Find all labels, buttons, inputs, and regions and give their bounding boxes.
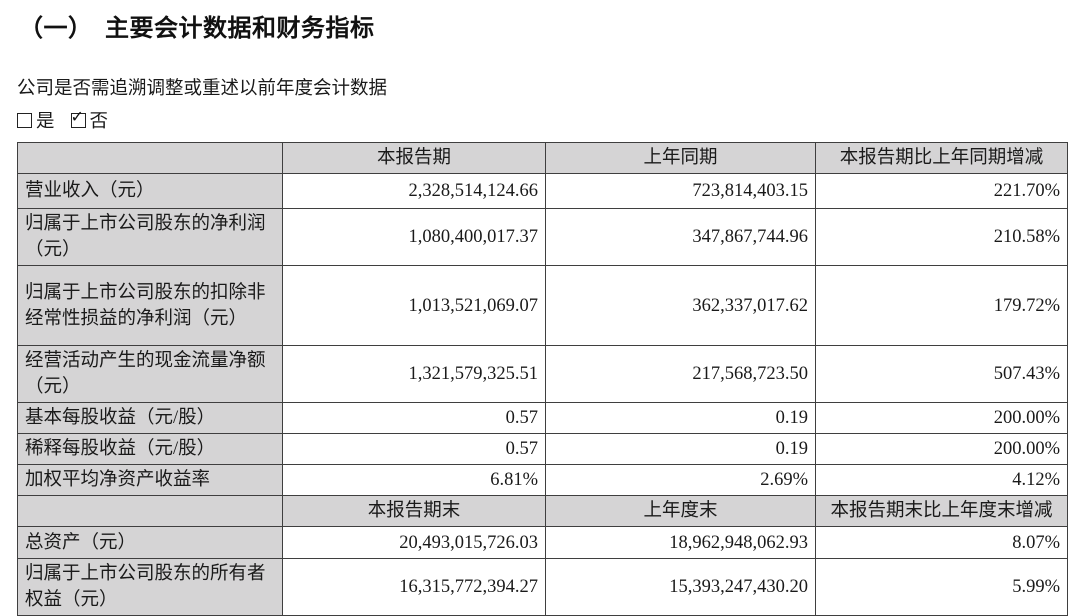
financial-indicators-table: 本报告期 上年同期 本报告期比上年同期增减 营业收入（元） 2,328,514,… <box>17 142 1068 616</box>
cell-change: 200.00% <box>815 402 1068 434</box>
cell-current: 0.57 <box>282 402 546 434</box>
header-period-change: 本报告期比上年同期增减 <box>815 142 1068 174</box>
cell-change: 221.70% <box>815 173 1068 209</box>
table-row-weighted-avg-roe: 加权平均净资产收益率 6.81% 2.69% 4.12% <box>17 464 1068 496</box>
cell-current: 1,013,521,069.07 <box>282 265 546 346</box>
restate-question: 公司是否需追溯调整或重述以前年度会计数据 <box>17 79 388 99</box>
cell-change: 4.12% <box>815 464 1068 496</box>
cell-current: 1,080,400,017.37 <box>282 208 546 266</box>
period-header-row: 本报告期 上年同期 本报告期比上年同期增减 <box>17 142 1068 174</box>
table-row-basic-eps: 基本每股收益（元/股） 0.57 0.19 200.00% <box>17 402 1068 434</box>
header-prior-year-end: 上年度末 <box>545 495 816 527</box>
table-row-operating-cash-flow: 经营活动产生的现金流量净额（元） 1,321,579,325.51 217,56… <box>17 345 1068 403</box>
cell-prior: 18,962,948,062.93 <box>545 526 816 559</box>
check-icon: ✓ <box>70 106 84 126</box>
header-prior-period: 上年同期 <box>545 142 816 174</box>
section-title: （一） 主要会计数据和财务指标 <box>19 16 375 42</box>
option-yes-label: 是 <box>36 112 55 132</box>
cell-current: 20,493,015,726.03 <box>282 526 546 559</box>
option-no-label: 否 <box>89 112 109 132</box>
header-current-period-end: 本报告期末 <box>282 495 546 527</box>
cell-change: 210.58% <box>815 208 1068 266</box>
row-label: 加权平均净资产收益率 <box>17 464 283 496</box>
cell-prior: 2.69% <box>545 464 816 496</box>
cell-change: 179.72% <box>815 265 1068 346</box>
checkbox-unchecked-icon[interactable] <box>17 112 32 128</box>
cell-current: 16,315,772,394.27 <box>282 558 546 616</box>
cell-current: 2,328,514,124.66 <box>282 173 546 209</box>
cell-current: 0.57 <box>282 433 546 465</box>
cell-current: 1,321,579,325.51 <box>282 345 546 403</box>
cell-change: 5.99% <box>815 558 1068 616</box>
cell-current: 6.81% <box>282 464 546 496</box>
cell-prior: 0.19 <box>545 402 816 434</box>
table-row-diluted-eps: 稀释每股收益（元/股） 0.57 0.19 200.00% <box>17 433 1068 465</box>
table-row-net-profit: 归属于上市公司股东的净利润（元） 1,080,400,017.37 347,86… <box>17 208 1068 266</box>
table-row-shareholders-equity: 归属于上市公司股东的所有者权益（元） 16,315,772,394.27 15,… <box>17 558 1068 616</box>
endperiod-header-row: 本报告期末 上年度末 本报告期末比上年度末增减 <box>17 495 1068 527</box>
cell-change: 507.43% <box>815 345 1068 403</box>
row-label: 营业收入（元） <box>17 173 283 209</box>
restate-options: 是 ✓ 否 <box>17 107 1065 133</box>
row-label: 稀释每股收益（元/股） <box>17 433 283 465</box>
row-label: 总资产（元） <box>17 526 283 559</box>
cell-prior: 723,814,403.15 <box>545 173 816 209</box>
option-no[interactable]: ✓ 否 <box>70 107 109 133</box>
row-label: 归属于上市公司股东的扣除非经常性损益的净利润（元） <box>17 265 283 346</box>
option-yes[interactable]: 是 <box>17 107 55 133</box>
header-empty-cell <box>17 142 283 174</box>
row-label: 经营活动产生的现金流量净额（元） <box>17 345 283 403</box>
cell-change: 8.07% <box>815 526 1068 559</box>
cell-prior: 362,337,017.62 <box>545 265 816 346</box>
row-label: 基本每股收益（元/股） <box>17 402 283 434</box>
header-empty-cell <box>17 495 283 527</box>
row-label: 归属于上市公司股东的所有者权益（元） <box>17 558 283 616</box>
table-row-revenue: 营业收入（元） 2,328,514,124.66 723,814,403.15 … <box>17 173 1068 209</box>
cell-prior: 347,867,744.96 <box>545 208 816 266</box>
cell-change: 200.00% <box>815 433 1068 465</box>
header-current-period: 本报告期 <box>282 142 546 174</box>
table-row-total-assets: 总资产（元） 20,493,015,726.03 18,962,948,062.… <box>17 526 1068 559</box>
cell-prior: 217,568,723.50 <box>545 345 816 403</box>
checkbox-checked-icon[interactable]: ✓ <box>70 107 86 128</box>
header-period-end-change: 本报告期末比上年度末增减 <box>815 495 1068 527</box>
cell-prior: 15,393,247,430.20 <box>545 558 816 616</box>
cell-prior: 0.19 <box>545 433 816 465</box>
table-row-net-profit-excl-nonrecurring: 归属于上市公司股东的扣除非经常性损益的净利润（元） 1,013,521,069.… <box>17 265 1068 346</box>
row-label: 归属于上市公司股东的净利润（元） <box>17 208 283 266</box>
